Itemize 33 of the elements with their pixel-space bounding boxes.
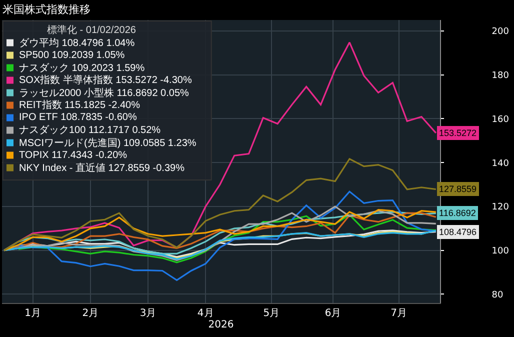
annotation: 153.5272 (439, 128, 477, 138)
annotation: 108.4796 (439, 227, 477, 237)
x-tick-label: 3月 (140, 308, 156, 319)
x-tick-label: 2月 (82, 308, 99, 319)
x-axis-title: 2026 (208, 320, 234, 330)
y-tick-label: 180 (492, 70, 510, 81)
legend-label: TOPIX 117.4343 -0.20% (19, 150, 128, 161)
legend-label: ナスダック100 112.1717 0.52% (19, 124, 161, 136)
legend-label: ダウ平均 108.4796 1.04% (19, 37, 135, 49)
legend-label: NKY Index - 直近値 127.8559 -0.39% (19, 162, 185, 174)
y-tick-label: 100 (492, 246, 510, 256)
annotation: 116.8692 (439, 208, 476, 218)
y-tick-label: 200 (492, 27, 510, 38)
x-tick-label: 7月 (390, 308, 408, 319)
legend-label: ナスダック 109.2023 1.59% (19, 62, 145, 74)
legend-label: ラッセル2000 小型株 116.8692 0.05% (19, 87, 190, 99)
y-tick-label: 140 (492, 158, 510, 169)
x-tick-label: 5月 (263, 308, 280, 319)
legend-label: IPO ETF 108.7835 -0.60% (19, 112, 137, 123)
annotation: 127.8559 (439, 184, 477, 194)
legend-label: MSCIワールド(先進国) 109.0585 1.23% (19, 137, 196, 149)
y-tick-label: 80 (492, 290, 504, 300)
y-tick-label: 120 (492, 202, 510, 213)
legend-label: SP500 109.2039 1.05% (19, 50, 125, 61)
x-tick-label: 4月 (197, 308, 214, 319)
chart-title: 米国株式指数推移 (2, 2, 91, 16)
line-series (18, 214, 437, 264)
x-tick-label: 1月 (24, 308, 42, 319)
legend-label: REIT指数 115.1825 -2.40% (19, 99, 140, 111)
legend-title: 標準化 - 01/02/2026 (47, 24, 136, 36)
x-tick-label: 6月 (324, 308, 342, 319)
y-tick-label: 160 (492, 114, 510, 125)
legend-label: SOX指数 半導体指数 153.5272 -4.30% (19, 74, 192, 86)
